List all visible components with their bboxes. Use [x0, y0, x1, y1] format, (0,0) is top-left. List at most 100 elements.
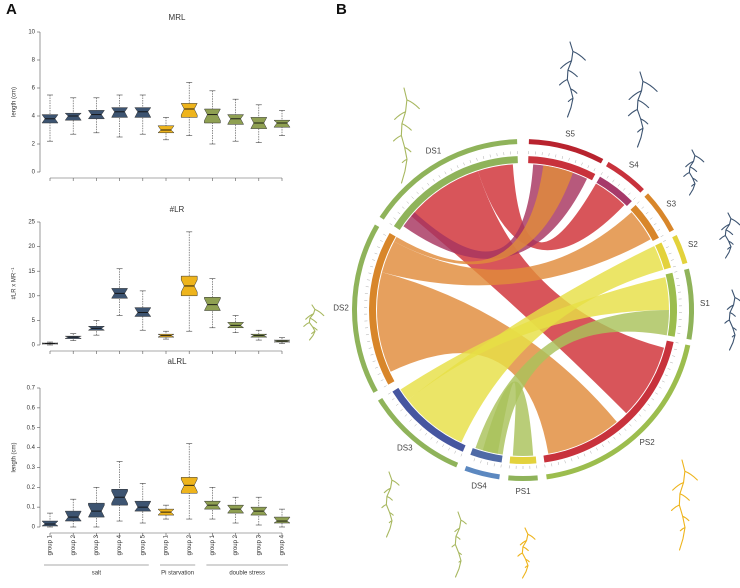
segment-tick [470, 160, 471, 163]
segment-tick [661, 235, 664, 236]
segment-tick [578, 456, 579, 459]
segment-tick [442, 444, 444, 447]
root-drawing [672, 460, 698, 550]
segment-tick [654, 223, 657, 225]
segment-tick [433, 179, 435, 181]
segment-tick [367, 341, 370, 342]
segment-tick [623, 188, 625, 190]
segment-tick [380, 240, 383, 241]
segment-tick [562, 156, 563, 159]
segment-tick [565, 460, 566, 463]
y-tick-label: 0.4 [27, 445, 36, 451]
segment-tick [390, 223, 393, 225]
segment-tick [584, 454, 585, 457]
segment-tick [648, 404, 650, 406]
root-drawing [518, 528, 535, 578]
box [274, 120, 290, 127]
box [135, 501, 151, 511]
segment-outer-ring [672, 235, 687, 264]
segment-tick [551, 463, 552, 466]
box [228, 115, 244, 125]
box [135, 308, 151, 317]
segment-tick [571, 458, 572, 461]
segment-outer-ring [508, 475, 538, 481]
root-drawing [382, 472, 399, 537]
root-drawing [560, 42, 586, 117]
segment-tick [392, 398, 394, 400]
segment-tick [670, 362, 673, 363]
segment-tick [558, 462, 559, 465]
y-tick-label: 0 [32, 343, 36, 349]
segment-tick [377, 247, 380, 248]
segment-tick [369, 348, 372, 349]
segment-tick [474, 458, 475, 461]
root-drawing [725, 290, 740, 350]
segment-label: PS1 [515, 487, 531, 496]
segment-tick [445, 172, 446, 175]
segment-tick [662, 381, 665, 382]
segment-tick [388, 393, 391, 395]
segment-tick [581, 163, 582, 166]
segment-tick [672, 356, 675, 357]
segment-tick [375, 367, 378, 368]
segment-tick [477, 158, 478, 161]
y-tick-label: 0.3 [27, 465, 36, 471]
segment-tick [425, 433, 427, 435]
segment-tick [646, 212, 648, 214]
segment-tick [400, 409, 402, 411]
segment-tick [436, 441, 438, 444]
segment-tick [487, 462, 488, 465]
root-drawing [394, 88, 420, 183]
x-tick-label: group 2 [187, 534, 193, 555]
segment-tick [383, 234, 386, 235]
segment-tick [373, 361, 376, 362]
box [112, 108, 128, 118]
segment-tick [624, 429, 626, 431]
group-label: Pi starvation [161, 571, 194, 577]
segment-outer-ring [465, 466, 500, 479]
segment-tick [407, 202, 409, 204]
segment-label: S1 [700, 299, 710, 308]
box [65, 113, 81, 120]
segment-tick [451, 168, 452, 171]
segment-tick [674, 272, 677, 273]
root-drawing [684, 150, 704, 195]
segment-tick [629, 424, 631, 426]
segment-tick [663, 240, 666, 241]
segment-tick [665, 375, 668, 376]
y-tick-label: 5 [32, 318, 36, 324]
segment-tick [594, 168, 595, 171]
segment-tick [569, 158, 570, 161]
segment-tick [410, 419, 412, 421]
y-tick-label: 0.1 [27, 505, 36, 511]
segment-tick [655, 393, 658, 395]
segment-tick [674, 349, 677, 350]
segment-label: S5 [565, 129, 575, 138]
y-tick-label: 2 [32, 142, 36, 148]
box [42, 521, 58, 526]
segment-tick [448, 448, 449, 451]
y-tick-label: 25 [28, 220, 35, 226]
segment-tick [370, 266, 373, 267]
segment-tick [455, 451, 456, 454]
segment-tick [671, 260, 674, 261]
segment-tick [417, 192, 419, 194]
box [88, 503, 104, 517]
segment-tick [463, 163, 464, 166]
segment-tick [634, 419, 636, 421]
segment-tick [461, 454, 462, 457]
segment-label: S2 [688, 240, 698, 249]
segment-tick [575, 160, 576, 163]
y-tick-label: 0.6 [27, 405, 36, 411]
box [274, 517, 290, 523]
segment-tick [555, 154, 556, 157]
y-tick-label: 10 [28, 293, 35, 299]
segment-tick [639, 414, 641, 416]
segment-tick [367, 280, 370, 281]
segment-tick [602, 444, 604, 447]
segment-tick [396, 404, 398, 406]
segment-tick [422, 187, 424, 189]
y-tick-label: 0 [32, 525, 36, 531]
y-tick-label: 8 [32, 58, 36, 64]
chart-title: aLRL [167, 357, 187, 366]
